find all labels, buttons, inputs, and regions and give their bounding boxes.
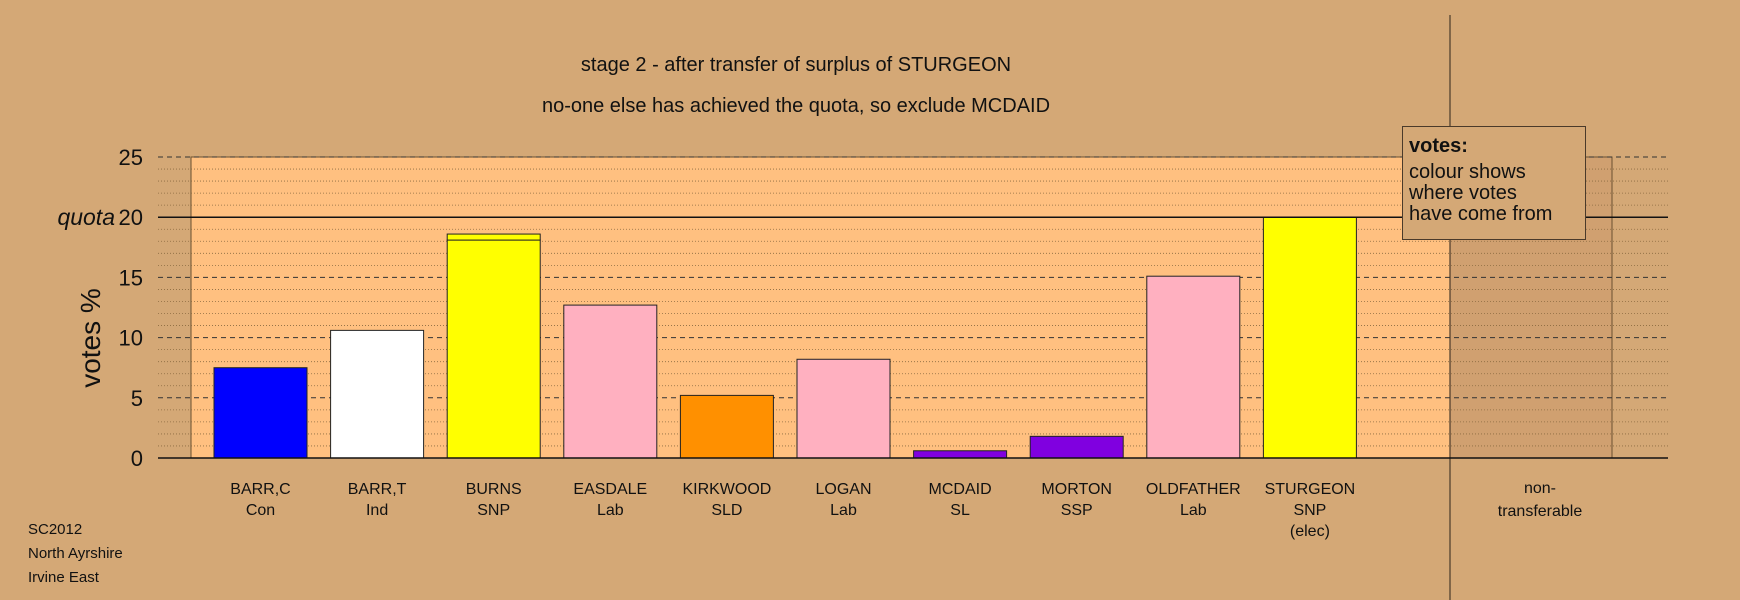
footer-council: North Ayrshire (28, 545, 123, 562)
bar-easdale-segment-0 (563, 304, 658, 459)
bar-oldfather-segment-0 (1146, 275, 1241, 459)
x-label-burns-0: BURNS (466, 481, 522, 498)
x-label-mcdaid-0: MCDAID (929, 481, 992, 498)
x-label-barrt-1: Ind (366, 502, 388, 519)
bar-burns-segment-0 (446, 239, 541, 459)
y-tick-label-25: 25 (119, 145, 143, 170)
y-tick-label-20: 20 (119, 205, 143, 230)
x-label-barrc-0: BARR,C (230, 481, 290, 498)
bar-mcdaid-segment-0 (913, 450, 1008, 459)
chart-subtitle: no-one else has achieved the quota, so e… (542, 95, 1050, 117)
nontransferable-label-2: transferable (1498, 503, 1583, 520)
y-axis-label: votes % (75, 288, 106, 388)
footer-election: SC2012 (28, 521, 83, 538)
x-label-morton-0: MORTON (1041, 481, 1112, 498)
x-label-barrc-1: Con (246, 502, 275, 519)
x-label-logan-1: Lab (830, 502, 857, 519)
footer: SC2012 North Ayrshire Irvine East (28, 518, 123, 590)
legend-line-3: have come from (1409, 203, 1553, 225)
nontransferable-labels: non- transferable (1498, 480, 1583, 520)
bar-barrt-segment-0 (330, 329, 425, 459)
bar-barrc-segment-0 (213, 367, 308, 459)
legend-title: votes: (1409, 135, 1468, 157)
bar-morton-segment-0 (1029, 435, 1124, 459)
legend: votes: colour shows where votes have com… (1402, 126, 1586, 240)
x-label-sturgeon-0: STURGEON (1265, 481, 1356, 498)
bars (213, 216, 1357, 459)
quota-label: quota (57, 204, 115, 230)
x-label-morton-1: SSP (1061, 502, 1093, 519)
x-label-easdale-0: EASDALE (573, 481, 647, 498)
x-label-burns-1: SNP (477, 502, 510, 519)
bar-kirkwood-segment-0 (679, 394, 774, 459)
x-label-barrt-0: BARR,T (348, 481, 407, 498)
nontransferable-label-1: non- (1524, 480, 1556, 497)
x-label-logan-0: LOGAN (815, 481, 871, 498)
x-label-oldfather-0: OLDFATHER (1146, 481, 1241, 498)
x-label-kirkwood-1: SLD (711, 502, 742, 519)
x-label-oldfather-1: Lab (1180, 502, 1207, 519)
legend-line-1: colour shows (1409, 161, 1526, 183)
chart-title: stage 2 - after transfer of surplus of S… (581, 54, 1011, 76)
x-label-kirkwood-0: KIRKWOOD (682, 481, 771, 498)
bar-sturgeon-segment-0 (1262, 216, 1357, 459)
x-tick-labels: BARR,C Con BARR,T Ind BURNS SNP EASDALE Lab KIRK… (230, 481, 1355, 540)
legend-line-2: where votes (1409, 182, 1517, 204)
y-tick-labels: 0 5 10 15 20 25 (119, 145, 143, 471)
y-tick-label-10: 10 (119, 326, 143, 351)
y-tick-label-15: 15 (119, 265, 143, 290)
bar-burns-segment-1 (446, 233, 541, 241)
y-tick-label-5: 5 (131, 386, 143, 411)
bar-logan-segment-0 (796, 358, 891, 459)
x-label-easdale-1: Lab (597, 502, 624, 519)
x-label-sturgeon-1: SNP (1293, 502, 1326, 519)
x-label-sturgeon-2: (elec) (1290, 523, 1330, 540)
y-tick-label-0: 0 (131, 446, 143, 471)
x-label-mcdaid-1: SL (950, 502, 970, 519)
footer-ward: Irvine East (28, 569, 99, 586)
